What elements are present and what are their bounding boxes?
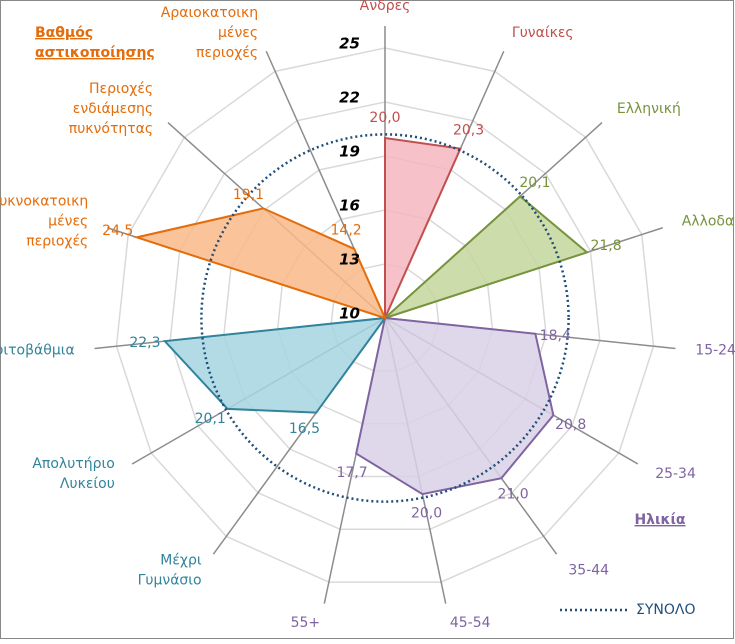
value-label: 20,1 <box>519 175 550 191</box>
value-label: 16,5 <box>289 421 320 437</box>
category-label: 15-24 <box>695 343 735 359</box>
r-tick-label: 13 <box>339 251 360 269</box>
category-label: Γυναίκες <box>512 25 574 41</box>
value-label: 21,8 <box>590 238 621 254</box>
category-label: Πυκνοκατοικημένεςπεριοχές <box>0 194 88 250</box>
group-area <box>162 316 388 414</box>
category-label: 45-54 <box>450 615 491 631</box>
category-label: 25-34 <box>655 466 696 482</box>
category-label: Περιοχές ενδιάμεσης πυκνότητας <box>69 81 153 137</box>
category-label: 55+ <box>291 615 321 631</box>
grid-ring <box>169 101 601 531</box>
r-tick-label: 22 <box>339 89 360 107</box>
category-label: Αραιοκατοικη μένες περιοχές <box>161 5 258 61</box>
group-name: Βαθμός αστικοποίησης <box>35 25 155 61</box>
legend-label: ΣΥΝΟΛΟ <box>636 602 696 618</box>
group-area <box>133 207 387 320</box>
grid-ring <box>115 47 655 583</box>
group-area <box>355 316 555 496</box>
total-line <box>200 133 570 503</box>
value-label: 14,2 <box>331 223 362 239</box>
category-label: 35-44 <box>568 562 609 578</box>
value-label: 20,0 <box>411 506 442 522</box>
value-label: 20,3 <box>453 122 484 138</box>
r-tick-label: 10 <box>339 305 360 323</box>
category-label: Μέχρι Γυμνάσιο <box>138 552 202 588</box>
group-area <box>384 136 462 319</box>
group-area <box>384 195 590 319</box>
category-label: Απολυτήριο Λυκείου <box>32 456 114 492</box>
category-label: Άνδρες <box>360 0 411 14</box>
value-label: 19,1 <box>233 187 264 203</box>
value-label: 20,1 <box>195 411 226 427</box>
category-label: Τριτοβάθμια <box>0 343 75 359</box>
category-label: Αλλοδαπή <box>682 214 735 230</box>
value-label: 18,4 <box>540 328 571 344</box>
category-label: Ελληνική <box>617 101 681 117</box>
group-name: Ηλικία <box>634 512 685 528</box>
value-label: 20,0 <box>369 110 400 126</box>
value-label: 21,0 <box>498 486 529 502</box>
r-tick-label: 16 <box>339 197 360 215</box>
value-label: 20,8 <box>555 417 586 433</box>
r-tick-label: 25 <box>339 35 360 53</box>
value-label: 24,5 <box>102 223 133 239</box>
r-tick-label: 19 <box>339 143 360 161</box>
value-label: 22,3 <box>129 335 160 351</box>
value-label: 17,7 <box>336 465 367 481</box>
